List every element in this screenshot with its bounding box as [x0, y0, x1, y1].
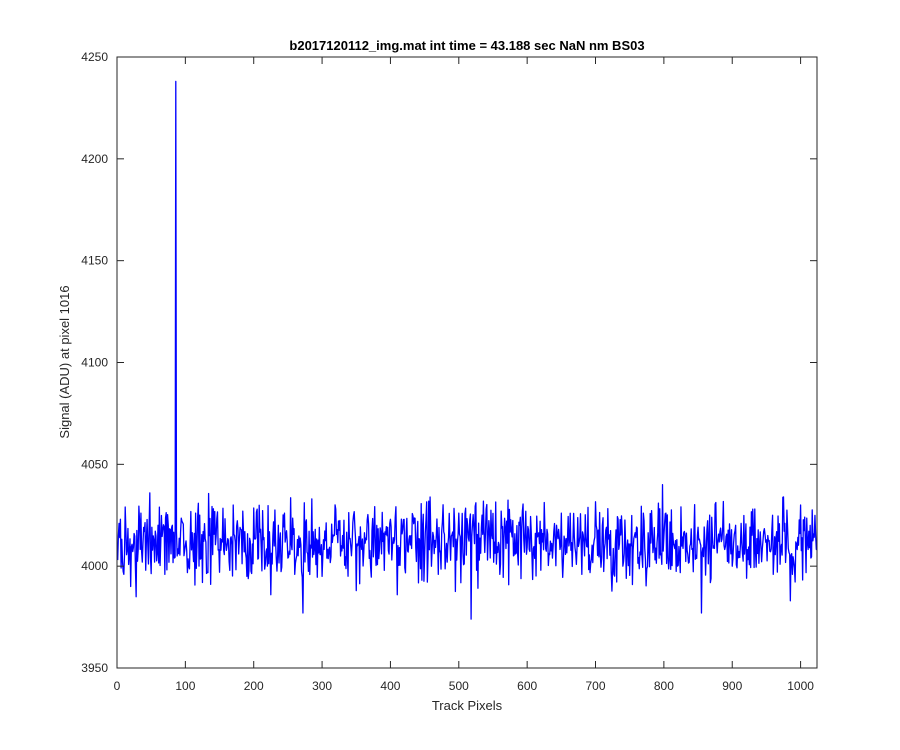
x-tick-label: 500: [449, 679, 469, 693]
series-group: [117, 80, 818, 620]
y-tick-label: 3950: [81, 661, 108, 675]
x-tick-label: 800: [654, 679, 674, 693]
y-tick-label: 4250: [81, 50, 108, 64]
x-tick-label: 600: [517, 679, 537, 693]
y-tick-label: 4100: [81, 356, 108, 370]
y-tick-label: 4200: [81, 152, 108, 166]
ticks-group: 0 100 200 300 400 500 600 700 800 900 1000 3950 4000…: [81, 50, 817, 693]
series-line: [117, 80, 817, 620]
y-axis-label: Signal (ADU) at pixel 1016: [57, 285, 72, 438]
x-tick-label: 0: [114, 679, 121, 693]
x-tick-label: 300: [312, 679, 332, 693]
x-tick-label: 200: [244, 679, 264, 693]
y-tick-label: 4150: [81, 254, 108, 268]
chart-title: b2017120112_img.mat int time = 43.188 se…: [289, 38, 644, 53]
x-tick-label: 900: [722, 679, 742, 693]
x-axis-label: Track Pixels: [432, 698, 503, 713]
x-tick-label: 700: [586, 679, 606, 693]
plot-area: [117, 57, 817, 668]
x-tick-label: 400: [380, 679, 400, 693]
x-tick-label: 1000: [787, 679, 814, 693]
y-tick-label: 4050: [81, 457, 108, 471]
x-tick-label: 100: [175, 679, 195, 693]
y-tick-label: 4000: [81, 559, 108, 573]
